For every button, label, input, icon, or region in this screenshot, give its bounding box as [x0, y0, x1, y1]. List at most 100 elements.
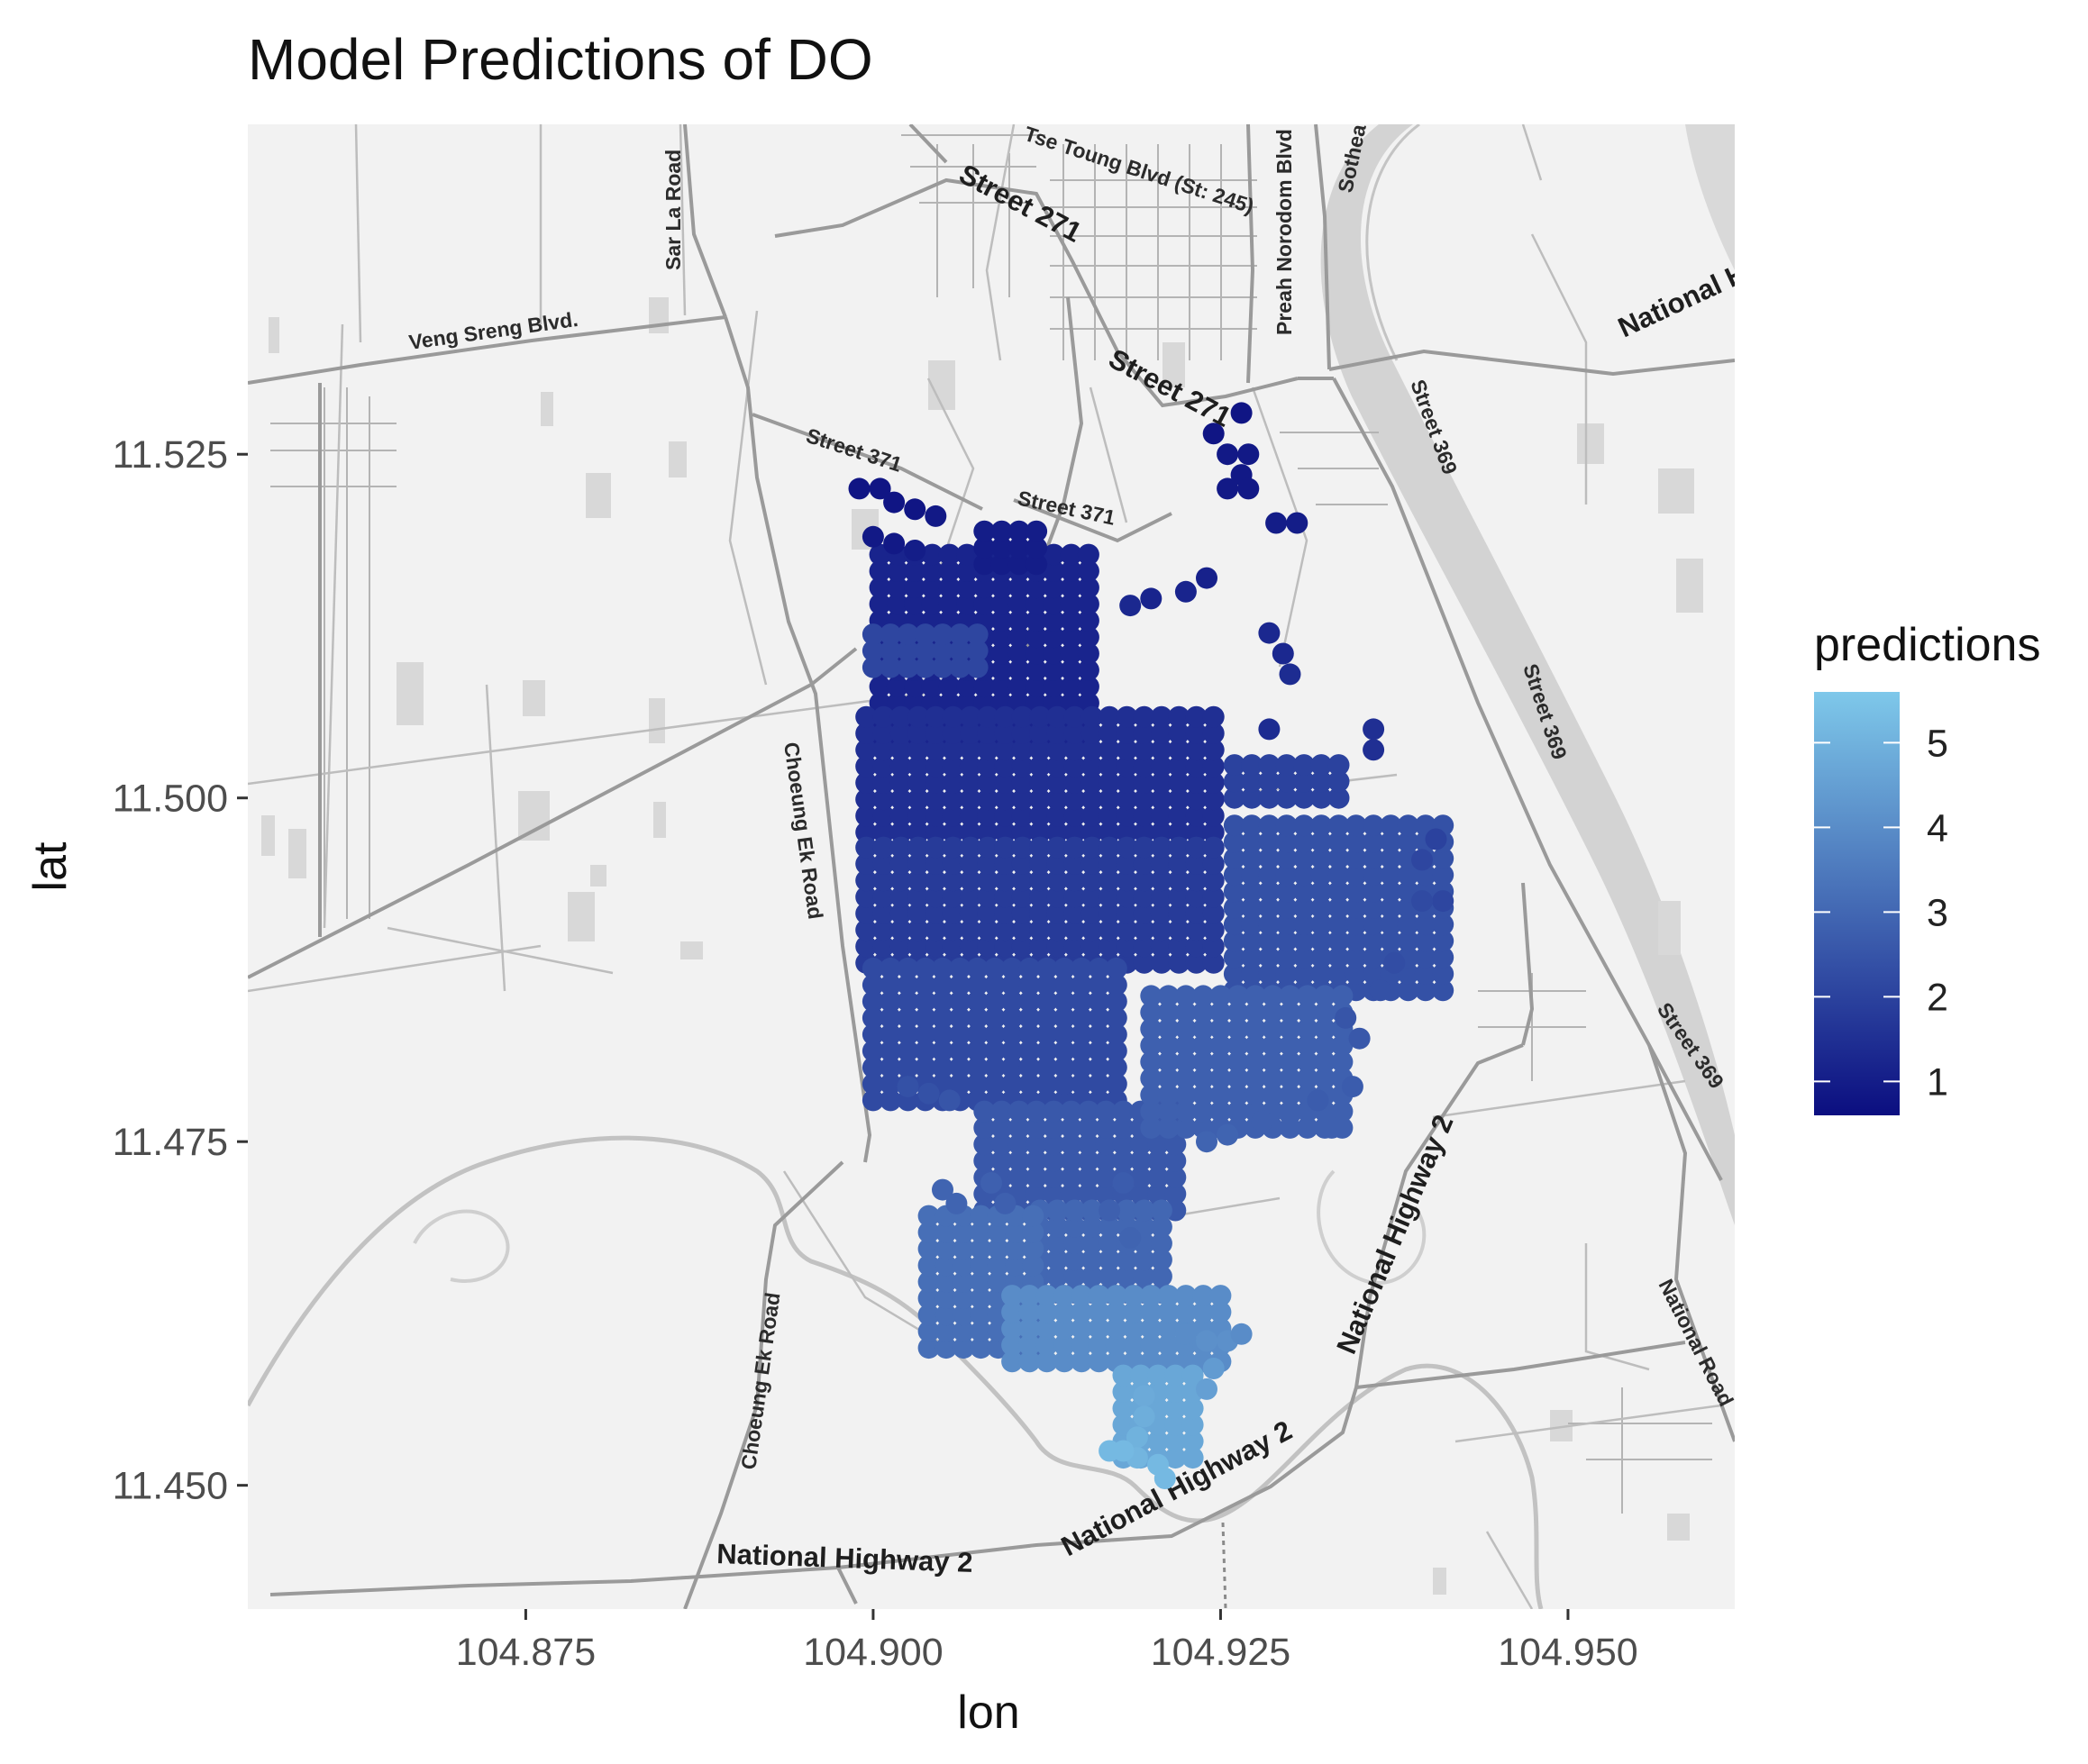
prediction-point	[983, 990, 1006, 1013]
land-area	[1685, 124, 1735, 270]
legend-tick-label: 5	[1927, 722, 1948, 765]
prediction-point	[1185, 836, 1208, 859]
prediction-point	[886, 577, 908, 599]
prediction-point	[914, 1023, 936, 1046]
prediction-point	[1174, 985, 1197, 1007]
prediction-point	[994, 755, 1017, 777]
prediction-point	[1202, 788, 1225, 811]
prediction-point	[925, 836, 947, 859]
prediction-point	[1011, 788, 1034, 811]
prediction-point	[942, 755, 964, 777]
prediction-point	[977, 902, 999, 924]
prediction-point	[1217, 1123, 1239, 1146]
prediction-point	[1071, 1023, 1093, 1046]
prediction-point	[1053, 1006, 1075, 1029]
prediction-point	[1029, 869, 1051, 892]
prediction-point	[1209, 1301, 1232, 1323]
prediction-point	[1140, 1317, 1163, 1340]
prediction-point	[1265, 512, 1288, 534]
prediction-point	[1063, 788, 1086, 811]
prediction-point	[1080, 919, 1103, 941]
prediction-point	[880, 640, 902, 662]
y-axis: 11.450 11.475 11.500 11.525	[113, 433, 248, 1508]
prediction-point	[1029, 771, 1051, 794]
prediction-point	[1223, 946, 1245, 968]
prediction-point	[1245, 1034, 1266, 1057]
prediction-point	[1279, 1084, 1301, 1106]
prediction-point	[925, 852, 947, 875]
prediction-point	[855, 805, 878, 827]
prediction-point	[907, 935, 929, 958]
prediction-point	[1053, 1073, 1075, 1096]
prediction-point	[1105, 1301, 1127, 1323]
prediction-point	[1185, 723, 1208, 744]
prediction-point	[1053, 974, 1075, 996]
prediction-point	[1053, 1285, 1075, 1307]
prediction-point	[1275, 754, 1298, 777]
prediction-point	[973, 1150, 996, 1172]
prediction-point	[1432, 946, 1454, 968]
prediction-point	[1140, 1285, 1163, 1307]
prediction-point	[1140, 985, 1163, 1007]
prediction-point	[970, 1304, 992, 1326]
prediction-point	[1147, 1150, 1169, 1172]
prediction-point	[1071, 1301, 1093, 1323]
prediction-point	[1331, 1100, 1354, 1123]
prediction-point	[872, 805, 895, 827]
prediction-point	[1147, 1133, 1169, 1156]
prediction-point	[983, 957, 1006, 979]
prediction-point	[880, 1056, 902, 1078]
prediction-point	[1043, 626, 1065, 649]
prediction-point	[1202, 919, 1225, 941]
prediction-point	[1150, 919, 1172, 941]
prediction-point	[970, 1205, 992, 1227]
prediction-point	[1063, 886, 1086, 908]
prediction-point	[1116, 821, 1138, 843]
prediction-point	[1157, 1018, 1180, 1041]
prediction-point	[1116, 788, 1138, 811]
prediction-point	[1133, 723, 1155, 744]
prediction-point	[1150, 852, 1172, 875]
prediction-point	[869, 559, 891, 582]
prediction-point	[1310, 847, 1333, 869]
prediction-point	[1029, 723, 1051, 744]
prediction-point	[970, 1221, 992, 1243]
prediction-point	[1150, 935, 1172, 958]
prediction-point	[1099, 1215, 1121, 1238]
prediction-point	[872, 739, 895, 761]
prediction-point	[990, 577, 1013, 599]
basemap: Tse Toung Blvd (St: 245) Sar La Road Str…	[248, 124, 1735, 1609]
prediction-point	[921, 676, 944, 698]
prediction-point	[897, 623, 919, 646]
prediction-point	[1380, 880, 1402, 903]
prediction-point	[883, 491, 906, 514]
prediction-point	[1314, 1001, 1336, 1023]
prediction-point	[1099, 852, 1121, 875]
prediction-point	[1202, 951, 1225, 974]
prediction-point	[897, 1023, 919, 1046]
prediction-point	[1150, 869, 1172, 892]
prediction-point	[855, 739, 878, 761]
prediction-point	[973, 520, 996, 542]
prediction-point	[1380, 831, 1402, 853]
prediction-point	[1241, 946, 1263, 968]
prediction-point	[855, 852, 878, 875]
prediction-point	[1112, 1116, 1135, 1139]
prediction-point	[973, 577, 996, 599]
prediction-point	[1245, 1001, 1266, 1023]
prediction-point	[1063, 771, 1086, 794]
prediction-point	[1077, 1133, 1099, 1156]
prediction-point	[1029, 836, 1051, 859]
prediction-point	[1011, 805, 1034, 827]
stream-loop	[413, 1209, 510, 1283]
prediction-point	[1181, 1414, 1204, 1436]
prediction-point	[990, 537, 1013, 559]
road-label-preah-norodom: Preah Norodom Blvd	[1272, 129, 1296, 335]
prediction-point	[1008, 593, 1030, 615]
prediction-point	[1314, 1068, 1336, 1089]
prediction-point	[1011, 886, 1034, 908]
prediction-point	[1001, 1301, 1024, 1323]
prediction-point	[917, 1270, 940, 1293]
prediction-point	[1174, 1323, 1197, 1345]
x-axis-title: lon	[957, 1687, 1019, 1739]
